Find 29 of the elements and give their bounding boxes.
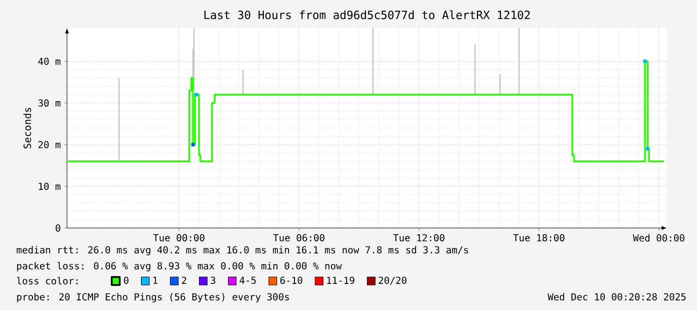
x-tick-label: Wed 00:00: [632, 234, 684, 242]
x-tick-label: Tue 00:00: [153, 234, 204, 242]
y-tick-label: 30 m: [38, 99, 60, 107]
legend-label: 3: [210, 276, 216, 284]
chart-title: Last 30 Hours from ad96d5c5077d to AlertRX 12102: [204, 10, 530, 20]
legend-label: 1: [153, 276, 158, 284]
y-tick-label: 10 m: [38, 182, 60, 190]
y-axis-title: Seconds: [23, 108, 32, 148]
legend-label: 4-5: [240, 276, 256, 284]
y-tick-label: 0: [56, 224, 60, 232]
legend-label: 2: [182, 276, 186, 284]
y-tick-label: 40 m: [38, 58, 60, 65]
text: Wed Dec 10 00:20:28 2025: [548, 293, 686, 300]
x-tick-label: Tue 12:00: [393, 234, 444, 242]
text: probe: 20 ICMP Echo Pings (56 Bytes) every 300s: [17, 293, 289, 302]
point: [643, 60, 647, 64]
x-tick-label: Tue 06:00: [273, 234, 324, 242]
x-tick-label: Tue 18:00: [513, 234, 564, 242]
legend-title: loss color:: [17, 276, 78, 284]
text: packet loss: 0.06 % avg 8.93 % max 0.00 % min 0.00 % now: [17, 262, 342, 272]
point: [191, 142, 195, 146]
legend-label: 11-19: [327, 276, 354, 284]
text: median rtt: 26.0 ms avg 40.2 ms max 16.0 ms min 16.1 ms now 7.8 ms sd 3.3 am/s: [16, 246, 468, 256]
point: [194, 92, 198, 96]
point: [646, 147, 650, 151]
legend-label: 20/20: [378, 276, 406, 285]
y-tick-label: 20 m: [38, 141, 60, 148]
legend-label: 0: [124, 276, 128, 284]
legend-label: 6-10: [280, 276, 302, 284]
